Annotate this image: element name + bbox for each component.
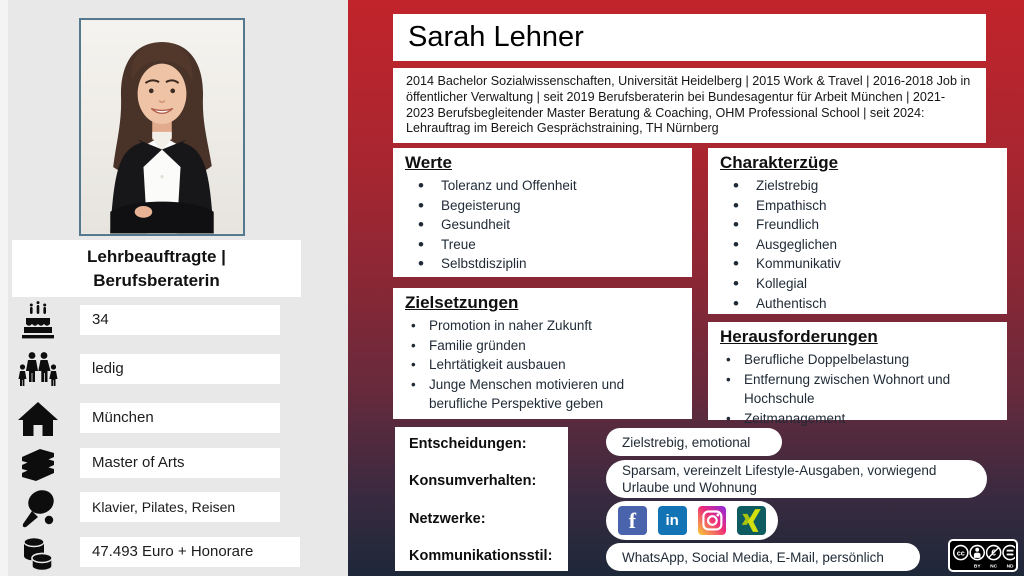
charakterzuege-item: Empathisch (720, 196, 995, 216)
persona-bio: 2014 Bachelor Sozialwissenschaften, Univ… (393, 68, 986, 143)
section-charakterzuege: Charakterzüge ZielstrebigEmpathischFreun… (708, 148, 1007, 314)
label-entscheidungen: Entscheidungen: (409, 436, 527, 452)
charakterzuege-item: Zielstrebig (720, 176, 995, 196)
charakterzuege-item: Authentisch (720, 294, 995, 314)
werte-item: Begeisterung (405, 196, 680, 216)
birthday-cake-icon (16, 299, 60, 343)
svg-text:cc: cc (957, 549, 965, 558)
portrait-illustration (81, 20, 243, 234)
xing-icon[interactable] (737, 506, 766, 535)
coins-icon (16, 532, 60, 576)
cc-by-label: BY (974, 564, 981, 570)
section-charakterzuege-title: Charakterzüge (720, 153, 839, 172)
werte-item: Toleranz und Offenheit (405, 176, 680, 196)
hobbies-field: Klavier, Pilates, Reisen (80, 492, 280, 522)
cc-nc-label: NC (990, 564, 997, 570)
section-zielsetzungen-title: Zielsetzungen (405, 293, 519, 312)
age-field: 34 (80, 305, 280, 335)
zielsetzungen-item: Promotion in naher Zukunft (405, 316, 680, 336)
werte-item: Selbstdisziplin (405, 254, 680, 274)
cc-nd-label: ND (1007, 564, 1014, 570)
charakterzuege-item: Ausgeglichen (720, 235, 995, 255)
portrait-photo (79, 18, 245, 236)
section-herausforderungen-title: Herausforderungen (720, 327, 878, 346)
werte-list: Toleranz und OffenheitBegeisterungGesund… (405, 176, 680, 274)
werte-item: Gesundheit (405, 215, 680, 235)
label-konsumverhalten: Konsumverhalten: (409, 473, 537, 489)
section-herausforderungen: Herausforderungen Berufliche Doppelbelas… (708, 322, 1007, 428)
section-werte: Werte Toleranz und OffenheitBegeisterung… (393, 148, 692, 277)
section-zielsetzungen: Zielsetzungen Promotion in naher Zukunft… (393, 288, 692, 419)
marital-status-field: ledig (80, 354, 280, 384)
kommunikationsstil-value-pill: WhatsApp, Social Media, E-Mail, persönli… (606, 543, 920, 571)
label-netzwerke: Netzwerke: (409, 511, 486, 527)
herausforderungen-item: Entfernung zwischen Wohnort und Hochschu… (720, 370, 995, 409)
role-title-line1: Lehrbeauftragte | (87, 246, 226, 266)
charakterzuege-list: ZielstrebigEmpathischFreundlichAusgeglic… (720, 176, 995, 313)
section-werte-title: Werte (405, 153, 452, 172)
linkedin-icon[interactable]: in (657, 506, 687, 535)
cc-license-badge[interactable]: cc € BY NC ND (948, 539, 1018, 572)
facebook-icon[interactable]: f (618, 506, 647, 535)
table-tennis-icon (16, 487, 60, 531)
persona-name: Sarah Lehner (393, 14, 986, 61)
herausforderungen-item: Berufliche Doppelbelastung (720, 350, 995, 370)
details-labels-box: Entscheidungen: Konsumverhalten: Netzwer… (395, 427, 568, 571)
salary-field: 47.493 Euro + Honorare (80, 537, 300, 567)
label-kommunikationsstil: Kommunikationsstil: (409, 548, 553, 564)
left-panel: Lehrbeauftragte | Berufsberaterin 34 led… (0, 0, 348, 576)
herausforderungen-list: Berufliche DoppelbelastungEntfernung zwi… (720, 350, 995, 428)
left-edge-strip (0, 0, 8, 576)
charakterzuege-item: Kommunikativ (720, 254, 995, 274)
konsumverhalten-value-pill: Sparsam, vereinzelt Lifestyle-Ausgaben, … (606, 460, 987, 498)
charakterzuege-item: Kollegial (720, 274, 995, 294)
instagram-icon[interactable] (697, 506, 727, 535)
zielsetzungen-item: Lehrtätigkeit ausbauen (405, 355, 680, 375)
role-title: Lehrbeauftragte | Berufsberaterin (12, 240, 301, 297)
werte-item: Treue (405, 235, 680, 255)
zielsetzungen-item: Familie gründen (405, 336, 680, 356)
zielsetzungen-list: Promotion in naher ZukunftFamilie gründe… (405, 316, 680, 414)
entscheidungen-value-pill: Zielstrebig, emotional (606, 428, 782, 456)
books-icon (16, 443, 60, 487)
home-icon (16, 398, 60, 442)
city-field: München (80, 403, 280, 433)
role-title-line2: Berufsberaterin (93, 270, 220, 290)
herausforderungen-item: Zeitmanagement (720, 409, 995, 429)
education-field: Master of Arts (80, 448, 280, 478)
zielsetzungen-item: Junge Menschen motivieren und berufliche… (405, 375, 680, 414)
netzwerke-value-pill: f in (606, 501, 778, 540)
family-icon (16, 348, 60, 392)
charakterzuege-item: Freundlich (720, 215, 995, 235)
